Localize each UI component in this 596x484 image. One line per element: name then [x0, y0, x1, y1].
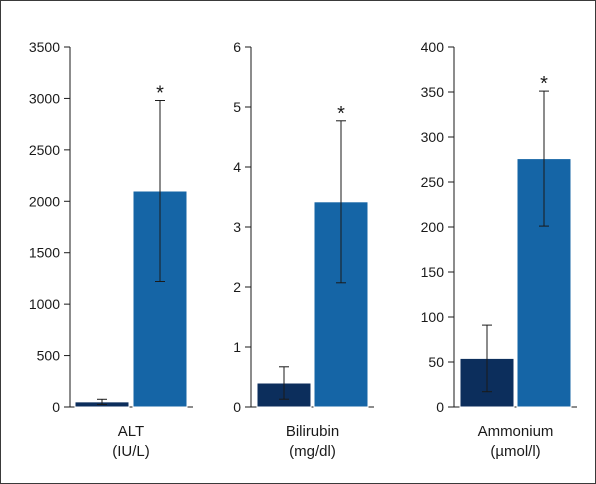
- y-tick-label: 500: [37, 348, 61, 364]
- y-tick-label: 200: [421, 219, 445, 235]
- y-tick-label: 3500: [29, 39, 60, 55]
- significance-marker: *: [156, 82, 164, 104]
- y-tick-label: 50: [428, 354, 444, 370]
- category-label: (IU/L): [112, 443, 150, 460]
- y-tick-label: 2500: [29, 142, 60, 158]
- y-tick-label: 5: [233, 99, 241, 115]
- y-tick-label: 300: [421, 129, 445, 145]
- category-label: (mg/dl): [289, 443, 336, 460]
- y-tick-label: 3000: [29, 90, 60, 106]
- significance-marker: *: [337, 103, 345, 125]
- category-label: ALT: [118, 423, 144, 440]
- y-tick-label: 0: [52, 399, 60, 415]
- y-tick-label: 2: [233, 279, 241, 295]
- y-tick-label: 4: [233, 159, 241, 175]
- y-tick-label: 6: [233, 39, 241, 55]
- y-tick-label: 2000: [29, 193, 60, 209]
- significance-marker: *: [540, 73, 548, 95]
- category-label: Ammonium: [478, 423, 554, 440]
- y-tick-label: 1000: [29, 296, 60, 312]
- y-tick-label: 100: [421, 309, 445, 325]
- y-tick-label: 250: [421, 174, 445, 190]
- y-tick-label: 0: [436, 399, 444, 415]
- y-tick-label: 350: [421, 84, 445, 100]
- y-tick-label: 1: [233, 339, 241, 355]
- category-label: (µmol/l): [490, 443, 540, 460]
- y-tick-label: 3: [233, 219, 241, 235]
- y-tick-label: 0: [233, 399, 241, 415]
- y-tick-label: 400: [421, 39, 445, 55]
- y-tick-label: 1500: [29, 245, 60, 261]
- y-tick-label: 150: [421, 264, 445, 280]
- category-label: Bilirubin: [286, 423, 339, 440]
